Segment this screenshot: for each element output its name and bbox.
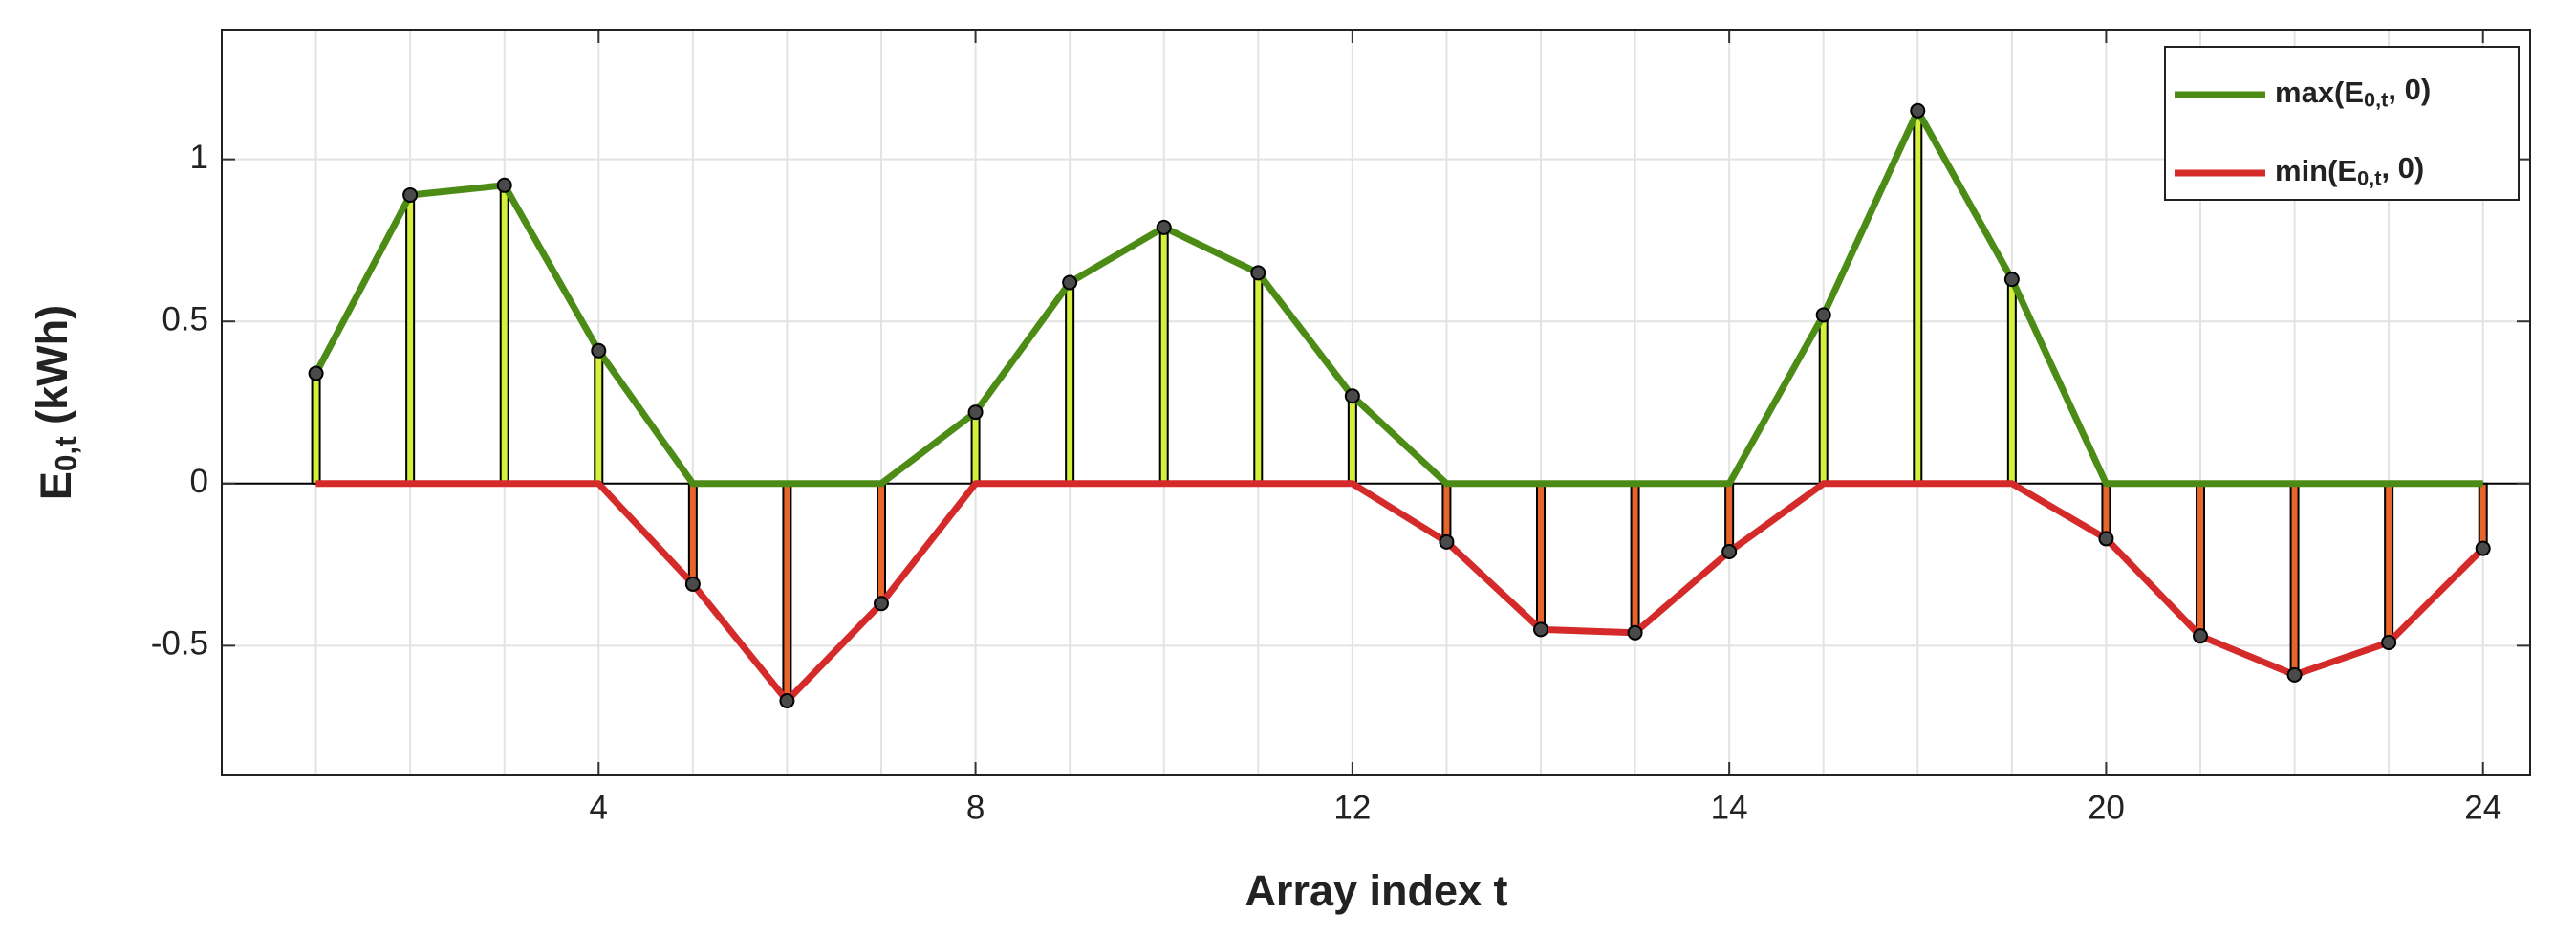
x-tick-label: 4 [590,789,608,826]
y-tick-label: -0.5 [151,625,208,663]
stem [2478,482,2488,550]
x-tick-label: 12 [1333,789,1371,826]
data-point [496,177,512,193]
x-tick-label: 20 [2088,789,2125,826]
y-axis-label: E0,t (kWh) [28,305,83,500]
data-point [1721,544,1738,559]
data-point [1910,102,1926,119]
stem [970,411,981,485]
data-point [2286,666,2303,683]
data-point [1439,533,1455,550]
data-point [2475,540,2491,556]
stem [1536,482,1546,631]
stem [1065,281,1075,485]
stem [1347,395,1357,485]
data-point [308,365,324,381]
stem [1818,314,1829,485]
stem [594,349,604,485]
stem [1630,482,1640,634]
x-axis-label: Array index t [1245,866,1507,915]
data-point [1627,624,1643,641]
series-line [313,107,2483,488]
data-point [2193,628,2208,644]
data-point [2098,531,2114,547]
stem [2384,482,2394,643]
stem [877,482,886,605]
y-tick-label: 0.5 [162,300,208,337]
stem [405,193,416,485]
data-point [967,404,984,421]
legend-label: max(E0,t, 0) [2275,73,2431,111]
stem [2101,482,2111,540]
stem [1724,482,1735,554]
stem [1441,482,1452,543]
legend-label: min(E0,t, 0) [2275,151,2424,189]
data-point [1815,307,1831,323]
data-point [1250,265,1266,281]
stem [1253,272,1264,485]
stem [1913,109,1923,485]
data-point [1533,621,1548,638]
x-tick-label: 8 [966,789,985,826]
data-point [779,693,795,708]
series-line [315,480,2486,705]
stem [2006,278,2017,485]
data-point [2003,272,2020,288]
data-point [2381,634,2397,650]
data-point [1344,388,1360,404]
data-point [1062,274,1078,291]
stem [687,482,698,585]
data-point [874,596,889,612]
data-point [402,186,419,203]
y-tick-label: 0 [190,463,208,500]
stem [499,184,509,485]
stem [2196,482,2205,638]
data-point [684,576,701,592]
stem [311,372,321,485]
y-tick-label: 1 [190,139,208,176]
stem [1158,226,1169,485]
data-point [1156,219,1172,235]
data-point [591,342,607,359]
x-tick-label: 14 [1711,789,1748,826]
x-tick-label: 24 [2464,789,2501,826]
stem [2289,482,2300,676]
stem [782,482,792,703]
plot-frame [221,29,2531,776]
